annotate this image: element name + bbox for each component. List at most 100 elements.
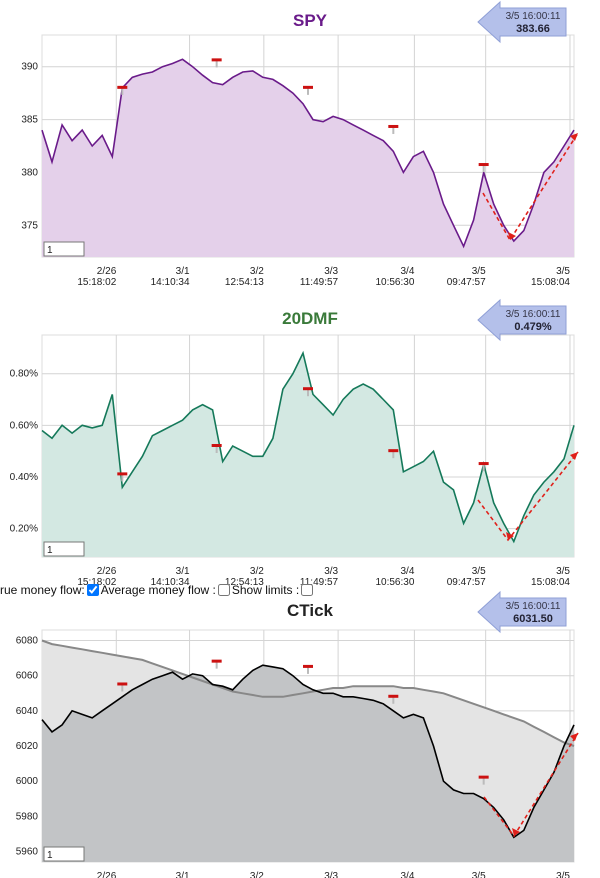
box-value: 6031.50 xyxy=(513,613,553,625)
line xyxy=(41,350,575,544)
marker xyxy=(388,124,399,128)
area xyxy=(42,665,574,862)
x-tick-label: 3/2 xyxy=(250,871,264,878)
y-tick-label: 0.20% xyxy=(10,524,38,535)
input-value: 1 xyxy=(47,245,53,256)
box-value: 383.66 xyxy=(516,23,550,35)
x-tick-time: 10:56:30 xyxy=(375,577,414,588)
input-box xyxy=(43,241,85,257)
chart-title: SPY xyxy=(293,11,328,30)
y-tick-label: 5960 xyxy=(16,846,39,857)
x-tick-time: 14:10:34 xyxy=(151,577,190,588)
marker xyxy=(388,694,399,698)
x-tick-time: 11:49:57 xyxy=(300,277,339,288)
x-tick-time: 09:47:57 xyxy=(447,577,486,588)
x-tick-time: 15:08:04 xyxy=(531,577,570,588)
marker xyxy=(303,664,313,668)
x-tick-time: 12:54:13 xyxy=(225,577,264,588)
x-tick-label: 3/3 xyxy=(324,871,338,878)
arrow-head xyxy=(570,133,578,141)
x-tick-time: 15:18:02 xyxy=(77,277,116,288)
x-tick-label: 2/26 xyxy=(97,871,117,878)
y-tick-label: 6000 xyxy=(16,776,39,787)
chart-title: 20DMF xyxy=(282,309,338,328)
area xyxy=(42,353,574,557)
x-tick-time: 14:10:34 xyxy=(151,277,190,288)
x-tick-label: 3/4 xyxy=(400,871,414,878)
y-tick-label: 0.60% xyxy=(10,420,38,431)
value-box xyxy=(477,0,567,44)
marker xyxy=(211,444,222,447)
x-tick-label: 2/26 xyxy=(97,266,117,277)
input-box xyxy=(43,541,85,557)
y-tick-label: 0.80% xyxy=(10,369,38,380)
x-tick-label: 3/2 xyxy=(250,266,264,277)
x-tick-time: 12:54:13 xyxy=(225,277,264,288)
checkbox[interactable] xyxy=(86,584,99,596)
area xyxy=(42,59,574,257)
arrow-head xyxy=(506,532,514,540)
value-box xyxy=(477,298,567,342)
control-label: Average money flow : xyxy=(100,583,216,597)
x-tick-time: 11:49:57 xyxy=(300,577,339,588)
chart-title: CTick xyxy=(287,601,334,620)
y-tick-label: 6060 xyxy=(16,671,39,682)
arrow-head xyxy=(508,232,516,240)
marker xyxy=(211,659,222,663)
y-tick-label: 0.40% xyxy=(10,472,38,483)
y-tick-label: 380 xyxy=(21,167,38,178)
marker xyxy=(117,85,128,89)
box-time: 3/5 16:00:11 xyxy=(506,11,561,22)
line xyxy=(41,664,575,839)
line xyxy=(41,639,575,747)
marker xyxy=(117,682,128,686)
x-tick-label: 3/3 xyxy=(324,566,338,577)
box-time: 3/5 16:00:11 xyxy=(506,309,561,320)
x-tick-label: 3/5 xyxy=(556,566,570,577)
arrow-head xyxy=(570,733,578,741)
controls: rue money flow: Average money flow : Show … xyxy=(0,583,315,597)
x-tick-label: 3/1 xyxy=(176,266,190,277)
input-value: 1 xyxy=(47,850,53,861)
line xyxy=(41,58,575,249)
y-tick-label: 375 xyxy=(21,220,38,231)
x-tick-label: 3/1 xyxy=(176,871,190,878)
x-tick-label: 3/5 xyxy=(472,871,486,878)
x-tick-label: 3/5 xyxy=(556,266,570,277)
y-tick-label: 385 xyxy=(21,115,38,126)
input-value: 1 xyxy=(47,545,53,556)
x-tick-label: 3/5 xyxy=(556,871,570,878)
checkbox[interactable] xyxy=(217,584,230,596)
x-tick-label: 3/4 xyxy=(400,266,414,277)
x-tick-label: 3/4 xyxy=(400,566,414,577)
marker xyxy=(478,462,489,466)
checkbox[interactable] xyxy=(301,584,314,596)
x-tick-label: 3/1 xyxy=(176,566,190,577)
value-box xyxy=(477,590,567,634)
y-tick-label: 6080 xyxy=(16,636,39,647)
x-tick-label: 2/26 xyxy=(97,566,117,577)
y-tick-label: 5980 xyxy=(16,811,39,822)
marker xyxy=(478,163,489,167)
x-tick-time: 10:56:30 xyxy=(375,277,414,288)
x-tick-label: 3/5 xyxy=(472,566,486,577)
input-box xyxy=(43,846,85,862)
control-label: Show limits : xyxy=(231,583,300,597)
x-tick-label: 3/5 xyxy=(472,266,486,277)
x-tick-time: 09:47:57 xyxy=(447,277,486,288)
x-tick-time: 15:18:02 xyxy=(77,577,116,588)
x-tick-label: 3/3 xyxy=(324,266,338,277)
y-tick-label: 390 xyxy=(21,62,38,73)
marker xyxy=(117,472,128,476)
marker xyxy=(478,775,489,779)
control-label: rue money flow: xyxy=(0,583,85,597)
box-time: 3/5 16:00:11 xyxy=(506,601,561,612)
y-tick-label: 6040 xyxy=(16,706,39,717)
x-tick-label: 3/2 xyxy=(250,566,264,577)
marker xyxy=(211,58,222,62)
marker xyxy=(388,449,399,453)
arrow-head xyxy=(512,828,520,836)
y-tick-label: 6020 xyxy=(16,741,39,752)
